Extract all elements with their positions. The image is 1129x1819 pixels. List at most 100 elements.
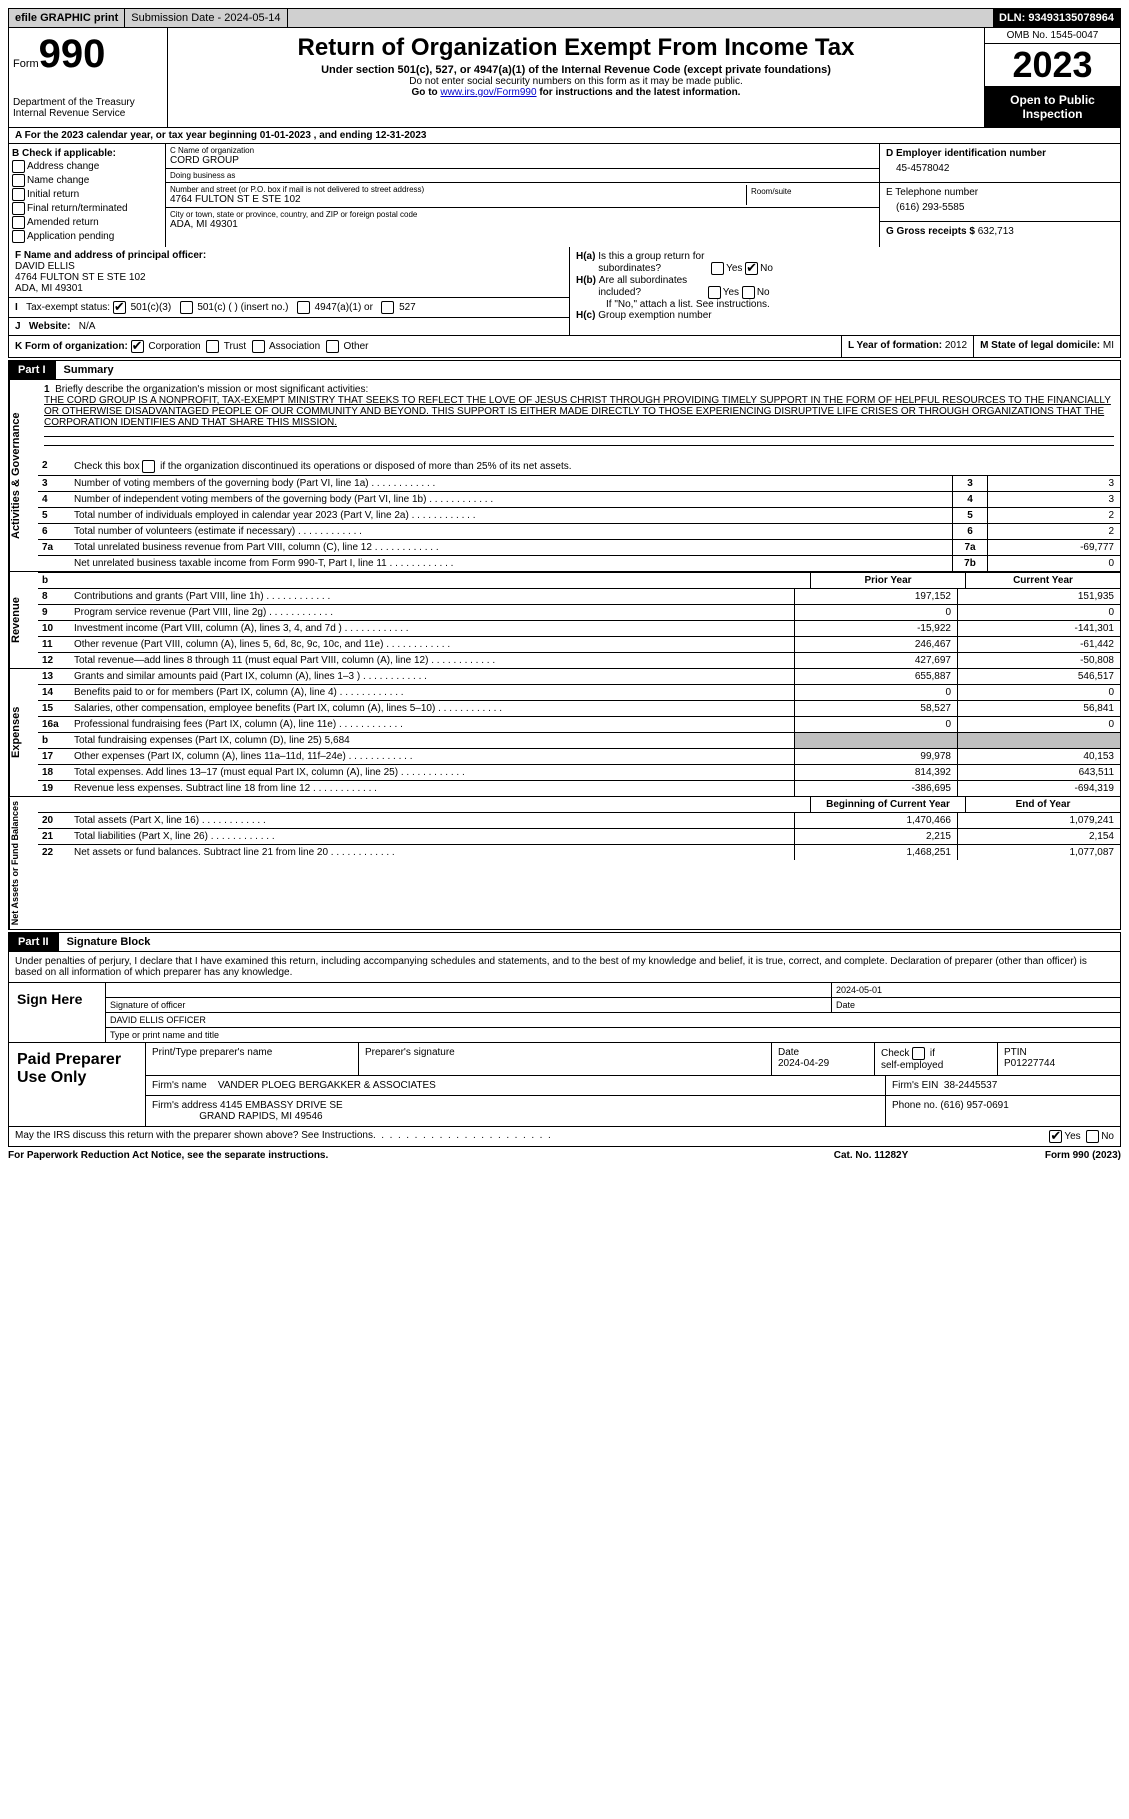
checkbox-ha-yes[interactable] — [711, 262, 724, 275]
goto-line: Go to www.irs.gov/Form990 for instructio… — [172, 87, 980, 98]
checkbox-line2[interactable] — [142, 460, 155, 473]
checkbox-527[interactable] — [381, 301, 394, 314]
prior-value: 246,467 — [794, 637, 957, 652]
line-desc: Total revenue—add lines 8 through 11 (mu… — [70, 653, 794, 668]
check-name: Name change — [12, 174, 162, 187]
header-right: OMB No. 1545-0047 2023 Open to Public In… — [985, 28, 1120, 127]
net-line-22: 22 Net assets or fund balances. Subtract… — [38, 844, 1120, 860]
org-name-label: C Name of organization — [170, 146, 875, 155]
officer-name: DAVID ELLIS — [15, 261, 75, 272]
exp-line-19: 19 Revenue less expenses. Subtract line … — [38, 780, 1120, 796]
irs-link[interactable]: www.irs.gov/Form990 — [440, 87, 536, 98]
pra-notice: For Paperwork Reduction Act Notice, see … — [8, 1150, 771, 1161]
blank-line — [44, 445, 1114, 446]
h-b-note: If "No," attach a list. See instructions… — [576, 299, 1114, 310]
check-amended: Amended return — [12, 216, 162, 229]
rev-line-11: 11 Other revenue (Part VIII, column (A),… — [38, 636, 1120, 652]
top-bar: efile GRAPHIC print Submission Date - 20… — [8, 8, 1121, 28]
checkbox-name[interactable] — [12, 174, 25, 187]
firm-name-cell: Firm's name VANDER PLOEG BERGAKKER & ASS… — [146, 1076, 886, 1095]
checkbox-amended[interactable] — [12, 216, 25, 229]
governance-content: 1 Briefly describe the organization's mi… — [38, 380, 1120, 571]
checkbox-discuss-yes[interactable] — [1049, 1130, 1062, 1143]
check-pending: Application pending — [12, 230, 162, 243]
checkbox-ha-no[interactable] — [745, 262, 758, 275]
line-desc: Total expenses. Add lines 13–17 (must eq… — [70, 765, 794, 780]
line-desc: Total number of volunteers (estimate if … — [70, 524, 952, 539]
org-name: CORD GROUP — [170, 155, 875, 166]
city-label: City or town, state or province, country… — [170, 210, 875, 219]
firm-ein-cell: Firm's EIN 38-2445537 — [886, 1076, 1120, 1095]
checkbox-assoc[interactable] — [252, 340, 265, 353]
preparer-block: Paid Preparer Use Only Print/Type prepar… — [8, 1043, 1121, 1127]
checkbox-trust[interactable] — [206, 340, 219, 353]
dba-cell: Doing business as — [166, 169, 879, 183]
ein-cell: D Employer identification number 45-4578… — [880, 144, 1120, 183]
exp-line-18: 18 Total expenses. Add lines 13–17 (must… — [38, 764, 1120, 780]
k-m: M State of legal domicile: MI — [973, 336, 1120, 357]
check-initial: Initial return — [12, 188, 162, 201]
checkbox-final[interactable] — [12, 202, 25, 215]
prep-date-cell: Date2024-04-29 — [772, 1043, 875, 1075]
form-header: Form990 Department of the Treasury Inter… — [8, 28, 1121, 128]
officer-label-row: Type or print name and title — [106, 1028, 1120, 1042]
inspection-label: Open to Public Inspection — [985, 87, 1120, 127]
checkbox-4947[interactable] — [297, 301, 310, 314]
beginning-header: Beginning of Current Year — [810, 797, 965, 812]
dln: DLN: 93493135078964 — [993, 9, 1120, 27]
checkbox-corp[interactable] — [131, 340, 144, 353]
part1-title: Summary — [56, 360, 1121, 380]
beginning-value: 2,215 — [794, 829, 957, 844]
checkbox-pending[interactable] — [12, 230, 25, 243]
checkbox-hb-no[interactable] — [742, 286, 755, 299]
checkbox-address[interactable] — [12, 160, 25, 173]
part2-header: Part II Signature Block — [8, 932, 1121, 952]
line-value: 2 — [987, 508, 1120, 523]
revenue-header: b Prior Year Current Year — [38, 572, 1120, 588]
gross-value: 632,713 — [978, 226, 1014, 237]
street-label: Number and street (or P.O. box if mail i… — [170, 185, 746, 194]
beginning-value: 1,468,251 — [794, 845, 957, 860]
prior-value: 427,697 — [794, 653, 957, 668]
line-desc: Contributions and grants (Part VIII, lin… — [70, 589, 794, 604]
header-mid: Return of Organization Exempt From Incom… — [168, 28, 985, 127]
line-desc: Salaries, other compensation, employee b… — [70, 701, 794, 716]
checkbox-self-employed[interactable] — [912, 1047, 925, 1060]
expenses-content: 13 Grants and similar amounts paid (Part… — [38, 669, 1120, 796]
part1-tab: Part I — [8, 361, 56, 379]
website-value: N/A — [79, 321, 96, 332]
checkbox-501c[interactable] — [180, 301, 193, 314]
row-j: J Website: N/A — [9, 317, 569, 335]
current-value: 40,153 — [957, 749, 1120, 764]
net-line-21: 21 Total liabilities (Part X, line 26) 2… — [38, 828, 1120, 844]
check-final: Final return/terminated — [12, 202, 162, 215]
part1-governance: Activities & Governance 1 Briefly descri… — [8, 380, 1121, 572]
prior-value: -15,922 — [794, 621, 957, 636]
line-desc: Net unrelated business taxable income fr… — [70, 556, 952, 571]
sign-fields: 2024-05-01 Signature of officer Date DAV… — [106, 983, 1120, 1042]
ssn-warning: Do not enter social security numbers on … — [172, 76, 980, 87]
beginning-value: 1,470,466 — [794, 813, 957, 828]
discuss-text: May the IRS discuss this return with the… — [15, 1130, 1049, 1143]
section-f: F Name and address of principal officer:… — [9, 247, 569, 297]
line-desc: Total number of individuals employed in … — [70, 508, 952, 523]
section-h: H(a) Is this a group return for subordin… — [570, 247, 1120, 335]
checkbox-501c3[interactable] — [113, 301, 126, 314]
line-desc: Benefits paid to or for members (Part IX… — [70, 685, 794, 700]
line-value: -69,777 — [987, 540, 1120, 555]
line-desc: Total liabilities (Part X, line 26) — [70, 829, 794, 844]
line-desc: Professional fundraising fees (Part IX, … — [70, 717, 794, 732]
checkbox-hb-yes[interactable] — [708, 286, 721, 299]
ein-value: 45-4578042 — [886, 159, 1114, 178]
column-b: B Check if applicable: Address change Na… — [9, 144, 166, 247]
checkbox-discuss-no[interactable] — [1086, 1130, 1099, 1143]
form-footer: Form 990 (2023) — [971, 1150, 1121, 1161]
gov-line-5: 5 Total number of individuals employed i… — [38, 507, 1120, 523]
phone-value: (616) 293-5585 — [886, 198, 1114, 217]
form-title: Return of Organization Exempt From Incom… — [172, 34, 980, 62]
prep-row-2: Firm's name VANDER PLOEG BERGAKKER & ASS… — [146, 1076, 1120, 1096]
checkbox-other[interactable] — [326, 340, 339, 353]
checkbox-initial[interactable] — [12, 188, 25, 201]
check-address: Address change — [12, 160, 162, 173]
current-value: -50,808 — [957, 653, 1120, 668]
